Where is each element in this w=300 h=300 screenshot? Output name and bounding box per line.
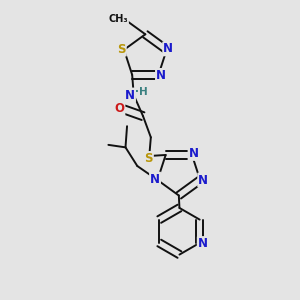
- Text: N: N: [156, 69, 166, 82]
- Text: N: N: [150, 172, 160, 186]
- Text: N: N: [163, 42, 173, 55]
- Text: ·H: ·H: [135, 87, 148, 97]
- Text: N: N: [198, 237, 208, 250]
- Text: N: N: [188, 147, 199, 160]
- Text: S: S: [144, 152, 153, 165]
- Text: S: S: [117, 43, 126, 56]
- Text: N: N: [198, 173, 208, 187]
- Text: N: N: [125, 88, 135, 101]
- Text: O: O: [114, 102, 124, 115]
- Text: CH₃: CH₃: [109, 14, 128, 24]
